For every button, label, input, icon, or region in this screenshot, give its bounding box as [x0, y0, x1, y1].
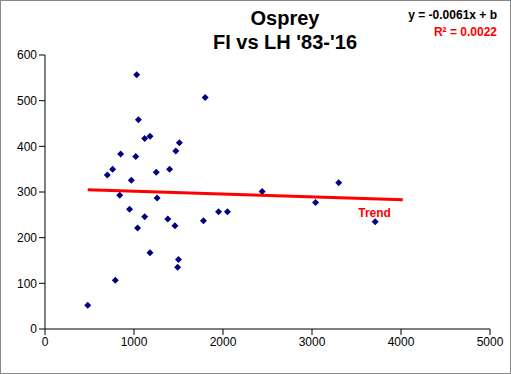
svg-text:0: 0	[42, 335, 49, 349]
svg-text:Trend: Trend	[358, 206, 391, 220]
svg-text:400: 400	[17, 140, 37, 154]
svg-text:5000: 5000	[477, 335, 503, 349]
svg-text:300: 300	[17, 185, 37, 199]
svg-text:2000: 2000	[210, 335, 237, 349]
html-text:y = -0.0061x + b: y = -0.0061x + b	[408, 8, 497, 22]
svg-text:0: 0	[30, 322, 37, 336]
svg-text:3000: 3000	[299, 335, 326, 349]
html-text:FI vs LH '83-'16: FI vs LH '83-'16	[213, 31, 357, 53]
svg-text:600: 600	[17, 48, 37, 62]
html-text:R² = 0.0022: R² = 0.0022	[434, 25, 497, 39]
svg-text:200: 200	[17, 231, 37, 245]
svg-text:100: 100	[17, 277, 37, 291]
svg-text:1000: 1000	[121, 335, 148, 349]
svg-text:4000: 4000	[388, 335, 415, 349]
svg-text:500: 500	[17, 94, 37, 108]
html-text:Osprey: Osprey	[250, 7, 320, 29]
